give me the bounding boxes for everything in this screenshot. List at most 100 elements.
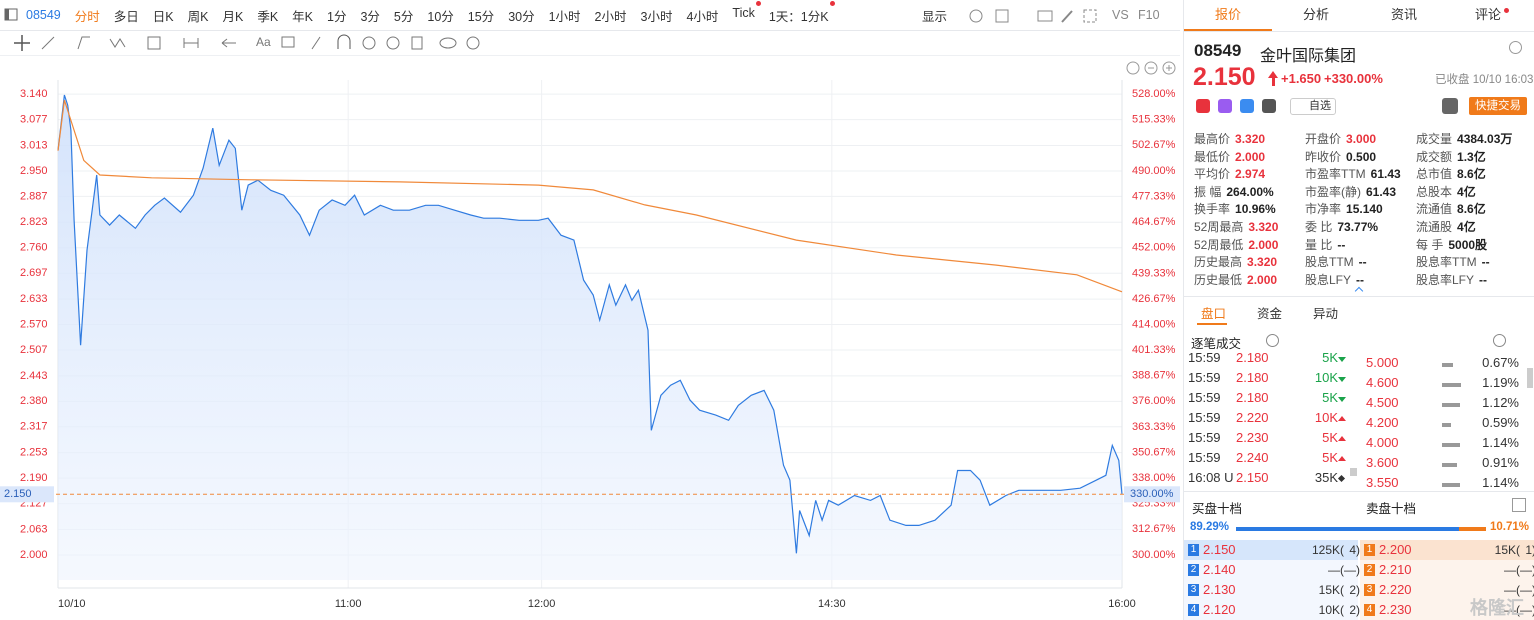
magnet-tool[interactable] <box>337 34 351 49</box>
dist-bar <box>1442 403 1460 407</box>
settings-icon[interactable] <box>969 9 983 23</box>
panel-tab[interactable]: 报价 <box>1184 0 1272 31</box>
delete-tool[interactable] <box>411 36 423 50</box>
stat-label: 昨收价 <box>1305 149 1342 164</box>
period-tab[interactable]: 1天：1分K <box>769 0 835 25</box>
period-tab[interactable]: 3小时 <box>640 9 673 24</box>
quick-trade-button[interactable]: 快捷交易 <box>1469 97 1527 115</box>
sidebar-icon[interactable] <box>4 8 22 22</box>
dist-share: 1.14% <box>1482 435 1519 450</box>
trade-time: 15:59 <box>1188 350 1221 365</box>
book-price: 2.220 <box>1379 582 1412 597</box>
stat-value: 8.6亿 <box>1457 167 1486 182</box>
period-tab[interactable]: 多日 <box>113 9 139 24</box>
arrow-tool[interactable] <box>221 38 236 48</box>
more-icon[interactable] <box>1493 334 1506 347</box>
period-tab[interactable]: 年K <box>292 9 314 24</box>
book-volume: —( <box>1328 563 1344 577</box>
y2-tick-label: 528.00% <box>1132 88 1176 100</box>
y2-tick-label: 300.00% <box>1132 549 1176 561</box>
period-tab[interactable]: 15分 <box>467 9 495 24</box>
note-tool[interactable] <box>281 36 295 48</box>
stat-item: 股息率TTM -- <box>1416 253 1490 270</box>
fullscreen-icon[interactable] <box>1083 9 1097 23</box>
y-tick-label: 2.887 <box>20 190 48 202</box>
stat-item: 市净率 15.140 <box>1305 200 1383 217</box>
period-tab[interactable]: 季K <box>257 9 279 24</box>
book-orders: 2) <box>1349 583 1360 597</box>
angle-tool[interactable] <box>311 36 321 50</box>
period-tab[interactable]: 2小时 <box>594 9 627 24</box>
period-tab[interactable]: 分时 <box>74 9 100 24</box>
stock-code[interactable]: 08549 <box>26 8 61 22</box>
watermark: 格隆汇 <box>1470 598 1524 618</box>
up-arrow <box>1268 71 1278 78</box>
scroll-bar <box>1527 368 1533 388</box>
depth-icon[interactable] <box>1512 498 1526 512</box>
badge-icon[interactable] <box>1262 99 1276 113</box>
y2-tick-label: 439.33% <box>1132 267 1176 279</box>
period-tab[interactable]: 10分 <box>427 9 454 24</box>
reset-icon[interactable] <box>1126 61 1140 75</box>
camera-icon[interactable] <box>1037 10 1053 22</box>
period-tab[interactable]: 日K <box>152 9 174 24</box>
chart-controls[interactable] <box>1126 61 1176 75</box>
stat-value: 2.974 <box>1235 167 1266 182</box>
zoom-out-icon[interactable] <box>1144 61 1158 75</box>
period-tab[interactable]: 周K <box>187 9 209 24</box>
measure-tool[interactable] <box>183 38 199 48</box>
settings-icon[interactable] <box>1509 41 1522 54</box>
info-icon[interactable] <box>1266 334 1279 347</box>
last-price-label: 2.150 <box>4 488 32 500</box>
f10-button[interactable]: F10 <box>1138 8 1160 22</box>
stat-value: 1.3亿 <box>1457 149 1486 164</box>
y2-tick-label: 376.00% <box>1132 395 1176 407</box>
period-tab[interactable]: 3分 <box>360 9 380 24</box>
badge-icon[interactable] <box>1196 99 1210 113</box>
zoom-in-icon[interactable] <box>1162 61 1176 75</box>
stat-item: 最低价 2.000 <box>1194 148 1265 165</box>
stat-item: 市盈率TTM 61.43 <box>1305 165 1401 182</box>
link-tool[interactable] <box>439 37 457 49</box>
trade-price: 2.220 <box>1236 410 1269 425</box>
watch-button[interactable]: 自选 <box>1290 98 1336 115</box>
sub-tab[interactable]: 盘口 <box>1201 307 1227 321</box>
lock-tool[interactable] <box>362 36 376 50</box>
period-tab[interactable]: 30分 <box>508 9 535 24</box>
period-tab[interactable]: 5分 <box>393 9 414 24</box>
panel-tab[interactable]: 评论 <box>1448 0 1534 30</box>
stat-label: 市盈率TTM <box>1305 167 1366 182</box>
wave-tool[interactable] <box>109 38 126 48</box>
quote-name: 金叶国际集团 <box>1260 48 1357 65</box>
fib-tool[interactable] <box>147 36 161 50</box>
period-tab[interactable]: 1分 <box>327 9 347 24</box>
y2-tick-label: 426.67% <box>1132 293 1176 305</box>
y2-tick-label: 401.33% <box>1132 344 1176 356</box>
stat-item: 股息TTM -- <box>1305 253 1367 270</box>
period-tab[interactable]: 月K <box>222 9 244 24</box>
move-tool[interactable] <box>14 35 30 51</box>
period-tab[interactable]: 1小时 <box>548 9 581 24</box>
hide-tool[interactable] <box>386 36 400 50</box>
sub-tab[interactable]: 资金 <box>1257 307 1283 321</box>
period-tab[interactable]: Tick <box>732 0 762 25</box>
checkbox-icon[interactable] <box>995 9 1009 23</box>
vs-button[interactable]: VS <box>1112 8 1129 22</box>
pen-icon[interactable] <box>1061 10 1073 23</box>
text-tool[interactable]: Aa <box>256 35 271 49</box>
display-menu[interactable]: 显示 <box>922 9 948 24</box>
channel-tool[interactable] <box>77 36 90 50</box>
panel-tab[interactable]: 资讯 <box>1390 7 1417 22</box>
line-tool[interactable] <box>41 36 55 50</box>
badge-icon[interactable] <box>1240 99 1254 113</box>
stat-label: 股息LFY <box>1305 272 1352 287</box>
tool-settings[interactable] <box>466 36 480 50</box>
bell-icon[interactable] <box>1442 98 1458 114</box>
sub-tab[interactable]: 异动 <box>1313 307 1339 321</box>
badge-icon[interactable] <box>1218 99 1232 113</box>
panel-tab[interactable]: 分析 <box>1302 7 1329 22</box>
collapse-caret[interactable] <box>1354 286 1364 296</box>
y-tick-label: 2.253 <box>20 447 48 459</box>
period-tab[interactable]: 4小时 <box>686 9 719 24</box>
stat-item: 历史最低 2.000 <box>1194 271 1277 288</box>
